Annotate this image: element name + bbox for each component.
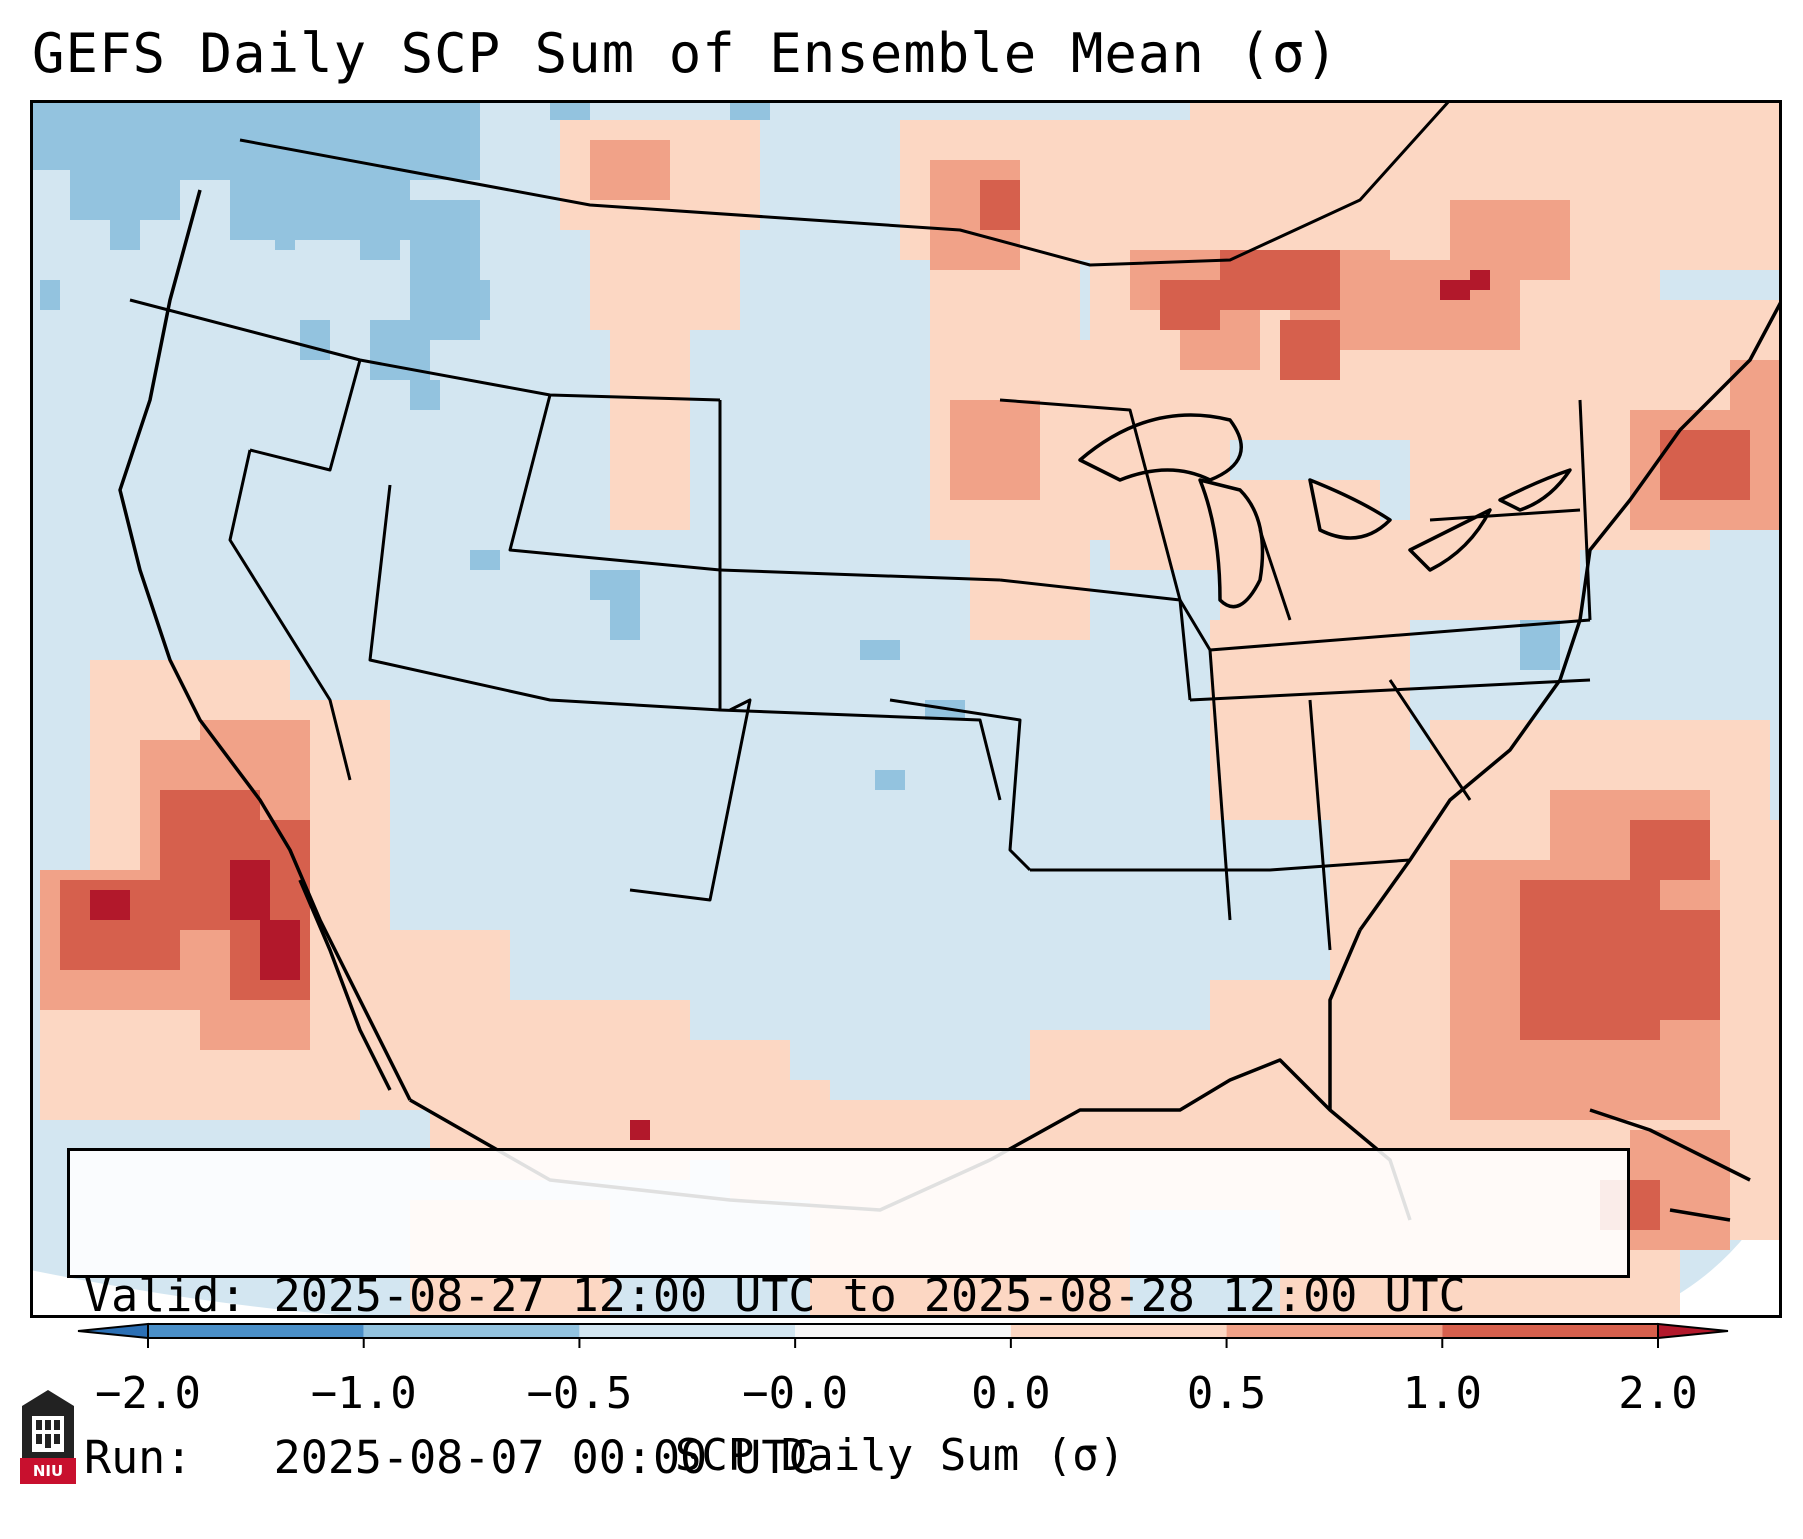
niu-logo-icon bbox=[20, 1390, 76, 1484]
colorbar-bin bbox=[363, 1324, 580, 1338]
colorbar-extend-high bbox=[1657, 1322, 1729, 1340]
state-borders bbox=[129, 100, 1592, 951]
valid-run-info-box: Valid: 2025-08-27 12:00 UTC to 2025-08-2… bbox=[67, 1148, 1630, 1484]
colorbar-bin bbox=[1442, 1324, 1658, 1338]
chart-title: GEFS Daily SCP Sum of Ensemble Mean (σ) bbox=[32, 22, 1339, 85]
colorbar-tick-label: −0.5 bbox=[526, 1368, 633, 1419]
map-panel[interactable] bbox=[30, 100, 1782, 1318]
colorbar-tick-label: 0.5 bbox=[1186, 1368, 1267, 1419]
run-value: 2025-08-07 00:00 UTC bbox=[273, 1431, 816, 1484]
scp-map bbox=[30, 100, 1782, 1318]
run-label: Run: bbox=[84, 1431, 193, 1484]
colorbar-tick-label: −0.0 bbox=[742, 1368, 849, 1419]
colorbar-bin bbox=[148, 1324, 364, 1338]
colorbar-extend-low bbox=[77, 1322, 149, 1340]
colorbar-bin bbox=[1010, 1324, 1227, 1338]
run-line: Run: 2025-08-07 00:00 UTC bbox=[84, 1431, 1613, 1485]
valid-line: Valid: 2025-08-27 12:00 UTC to 2025-08-2… bbox=[84, 1269, 1613, 1323]
colorbar-bin bbox=[579, 1324, 796, 1338]
niu-logo: NIU bbox=[18, 1388, 78, 1488]
colorbar-tick-label: −1.0 bbox=[310, 1368, 417, 1419]
projection-edge bbox=[1630, 1180, 1782, 1318]
colorbar-bin bbox=[795, 1324, 1011, 1338]
colorbar-outline bbox=[147, 1323, 1659, 1339]
niu-logo-text: NIU bbox=[32, 1462, 64, 1480]
colorbar-strip bbox=[77, 1322, 1729, 1348]
projection-edge bbox=[30, 1270, 530, 1318]
colorbar-bin bbox=[1226, 1324, 1443, 1338]
valid-label: Valid: bbox=[84, 1269, 247, 1322]
negative-anomaly-northwest bbox=[30, 100, 1560, 1120]
colorbar-tick-label: −2.0 bbox=[95, 1368, 201, 1419]
valid-value: 2025-08-27 12:00 UTC to 2025-08-28 12:00… bbox=[273, 1269, 1466, 1322]
positive-anomaly-extreme bbox=[90, 270, 1490, 1140]
colorbar: −2.0 −1.0 −0.5 −0.0 0.0 0.5 1.0 2.0 SCP Daily S… bbox=[0, 1318, 1803, 1506]
colorbar-tick-label: 0.0 bbox=[971, 1368, 1051, 1419]
colorbar-tick-label: 1.0 bbox=[1402, 1368, 1483, 1419]
positive-anomaly-strong bbox=[60, 180, 1750, 1230]
colorbar-tick-label: 2.0 bbox=[1618, 1368, 1698, 1419]
colorbar-label: SCP Daily Sum (σ) bbox=[674, 1430, 1126, 1481]
